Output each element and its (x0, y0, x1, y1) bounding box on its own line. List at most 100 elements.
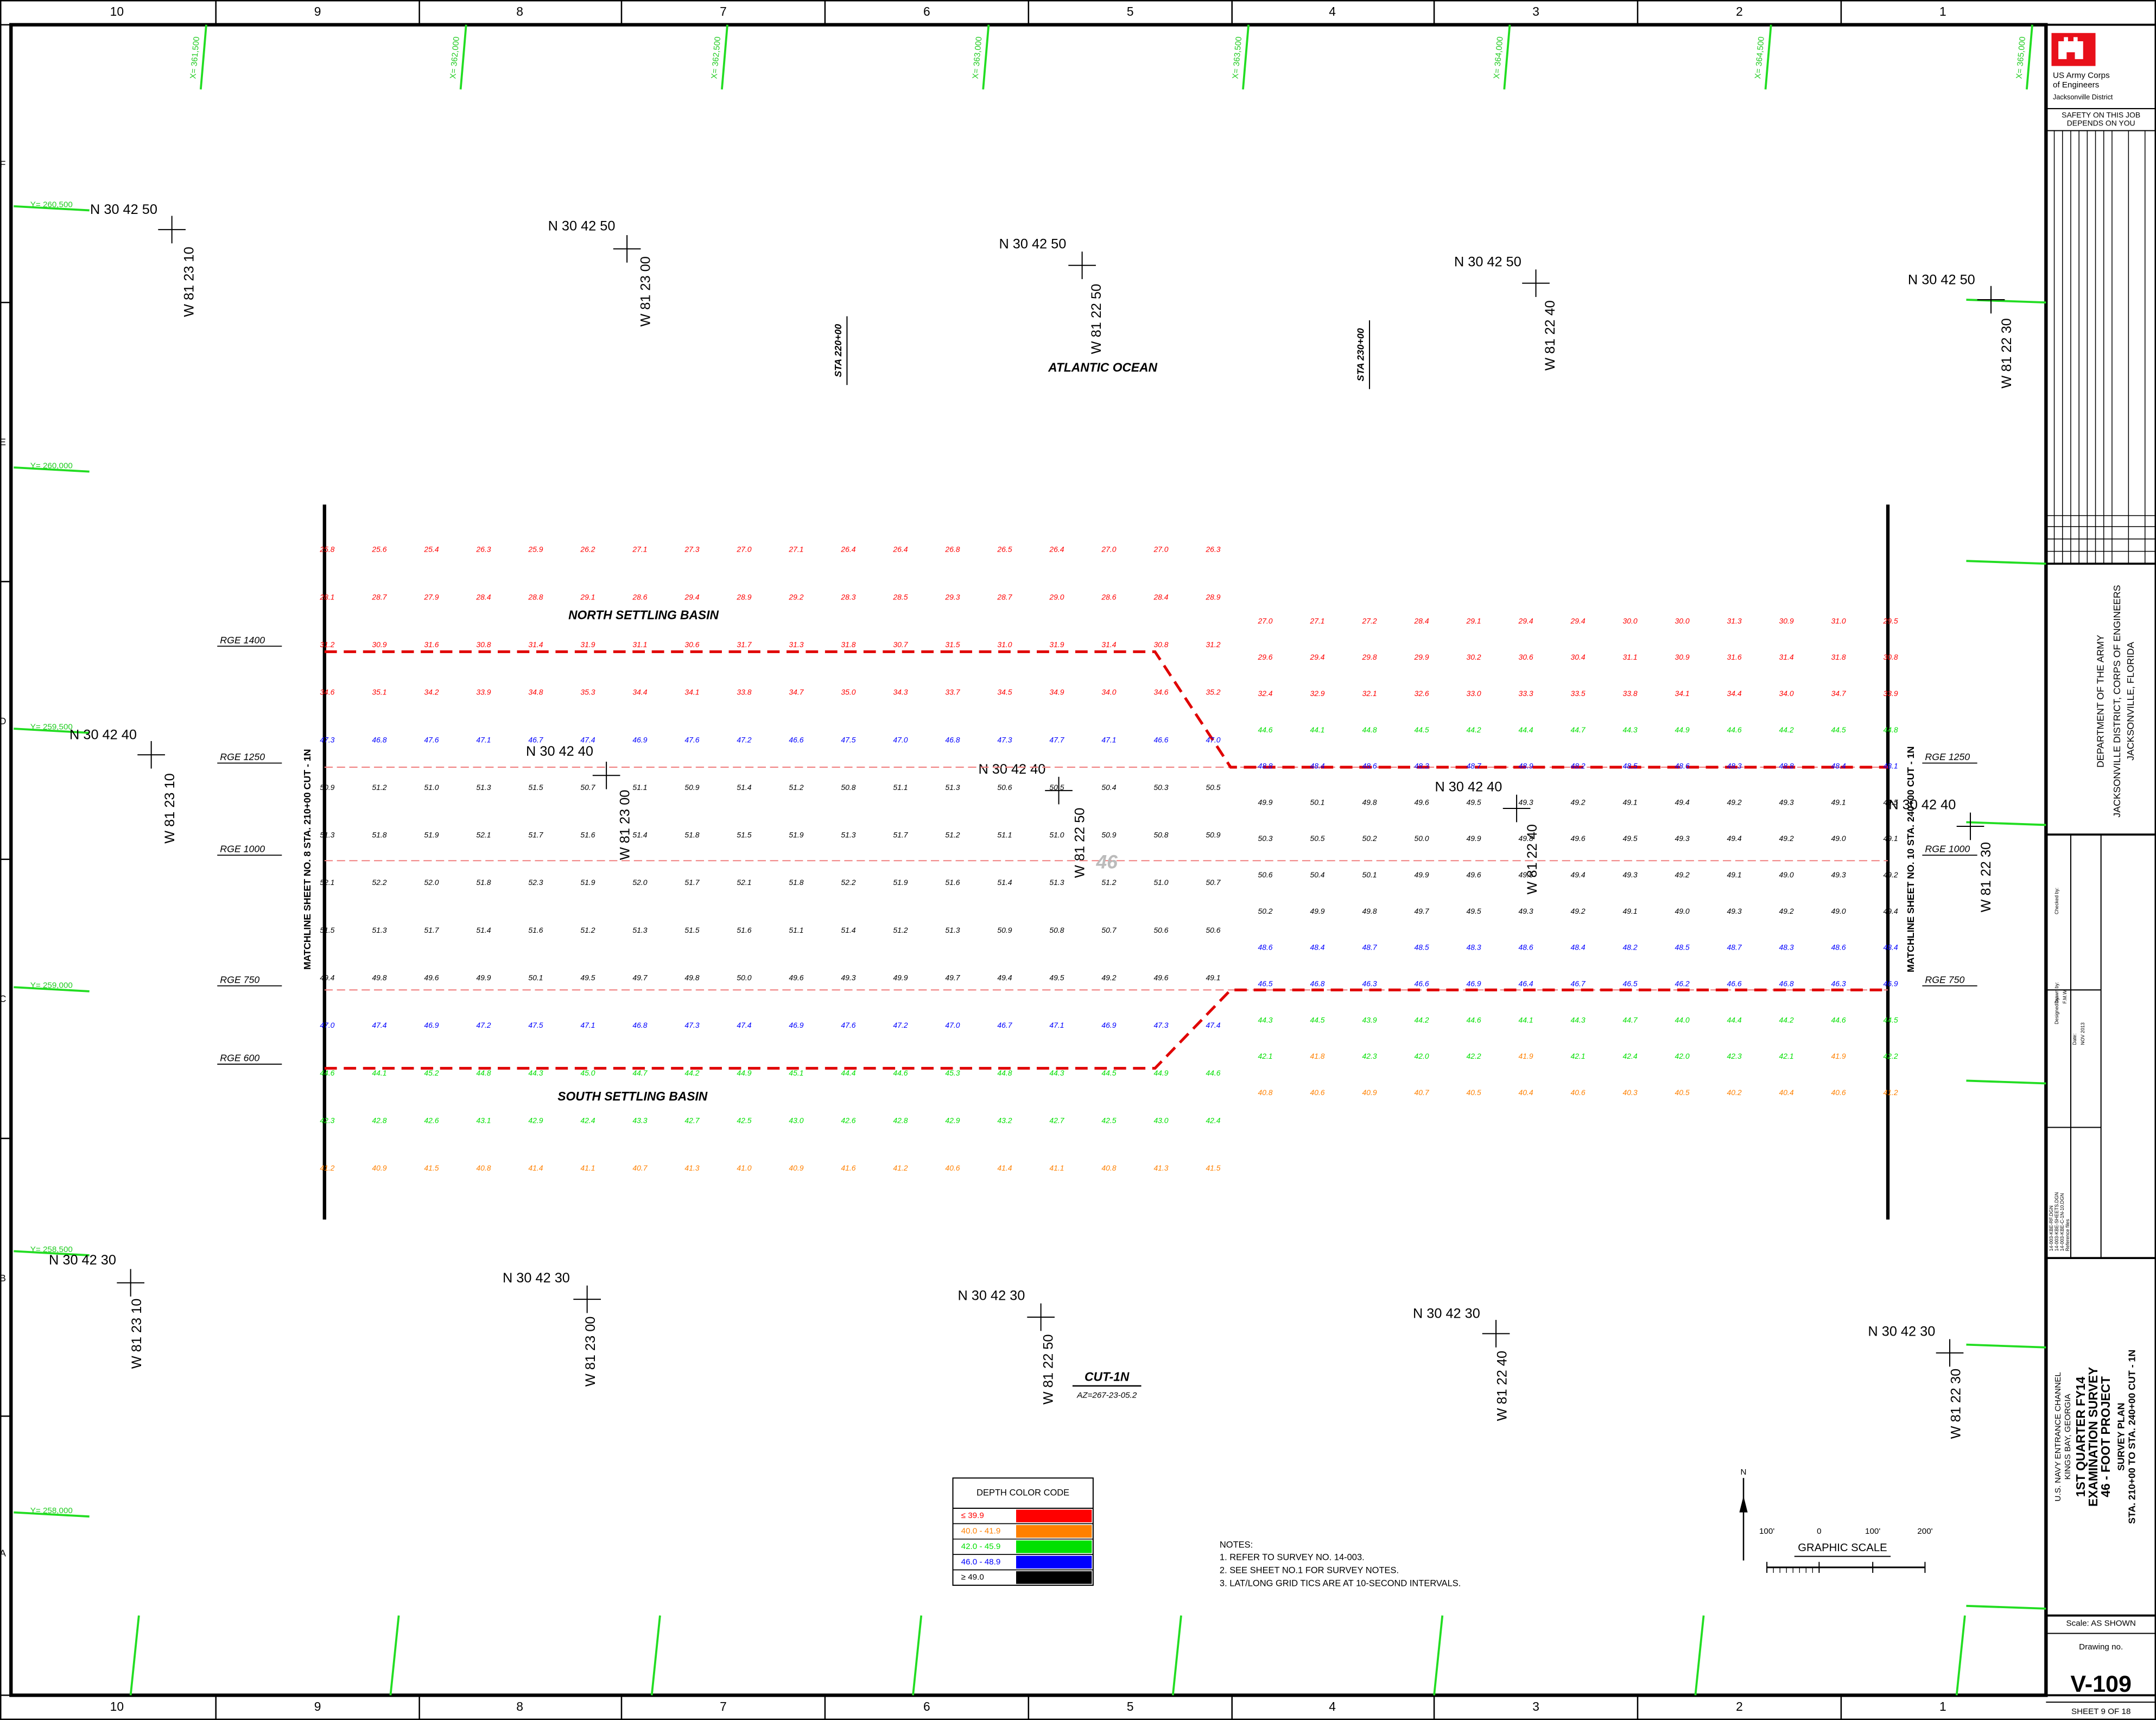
grid-tic (2025, 24, 2033, 90)
sounding: 29.9 (1413, 653, 1429, 661)
sounding: 45.1 (789, 1068, 803, 1077)
sounding: 26.4 (1049, 545, 1064, 554)
longitude-label: W 81 22 40 (1494, 1351, 1510, 1421)
sounding: 51.2 (580, 926, 595, 934)
sounding: 50.6 (1258, 870, 1272, 879)
sounding: 51.8 (789, 878, 803, 887)
person-field: F.M.W. (2062, 989, 2068, 1004)
sounding: 47.4 (580, 735, 595, 744)
sounding: 43.1 (476, 1116, 491, 1125)
sounding: 34.1 (1675, 689, 1690, 698)
drawing-label: Drawing no. (2079, 1642, 2123, 1652)
sounding: 47.0 (893, 735, 908, 744)
sounding: 31.3 (1727, 616, 1742, 625)
sounding: 34.7 (1831, 689, 1847, 698)
sounding: 48.3 (1779, 943, 1794, 952)
sounding: 49.8 (1362, 907, 1377, 915)
column-number: 6 (923, 1699, 930, 1713)
person-field: Designed by: (2054, 996, 2059, 1025)
sounding: 33.9 (476, 688, 491, 697)
sounding: 25.6 (371, 545, 386, 554)
grid-tic (459, 24, 467, 90)
sounding: 44.4 (841, 1068, 855, 1077)
sounding: 44.8 (1884, 725, 1898, 734)
sounding: 49.8 (372, 973, 386, 982)
sounding: 51.3 (841, 831, 855, 839)
sounding: 50.9 (684, 783, 699, 792)
grid-tic (1966, 1604, 2046, 1610)
person-field: Drawn by: (2054, 982, 2059, 1004)
sounding: 40.7 (632, 1163, 648, 1172)
grid-tic (199, 24, 207, 90)
sounding: 46.8 (632, 1021, 647, 1029)
latitude-label: N 30 42 50 (90, 202, 157, 217)
sounding: 40.6 (1831, 1088, 1846, 1097)
sounding: 49.4 (1727, 834, 1742, 843)
sounding: 49.4 (1571, 870, 1586, 879)
sounding: 29.8 (1361, 653, 1377, 661)
sounding: 48.4 (1310, 762, 1324, 770)
sounding: 46.9 (424, 1021, 439, 1029)
agency: US Army Corps (2053, 71, 2110, 80)
sounding: 30.2 (1466, 653, 1481, 661)
range-label: RGE 600 (220, 1053, 259, 1064)
grid-tic (1966, 821, 2046, 826)
sounding: 26.3 (475, 545, 491, 554)
sounding: 51.3 (320, 831, 334, 839)
latitude-label: N 30 42 50 (999, 236, 1066, 251)
grid-y-label: Y= 259,500 (30, 723, 73, 732)
legend-swatch (1016, 1540, 1092, 1553)
sounding: 44.0 (1675, 1015, 1690, 1024)
note: 2. SEE SHEET NO.1 FOR SURVEY NOTES. (1220, 1566, 1399, 1576)
sounding: 51.5 (737, 831, 751, 839)
sounding: 48.7 (1466, 762, 1481, 770)
sounding: 47.4 (1206, 1021, 1220, 1029)
sounding: 31.4 (1779, 653, 1794, 661)
sounding: 29.0 (1049, 592, 1064, 601)
column-number: 8 (516, 1699, 523, 1713)
sounding: 46.9 (1466, 979, 1481, 988)
sounding: 51.2 (1101, 878, 1116, 887)
column-number: 4 (1329, 1699, 1336, 1713)
sounding: 49.9 (1466, 834, 1481, 843)
latitude-label: N 30 42 50 (1454, 254, 1521, 269)
sounding: 27.0 (736, 545, 751, 554)
column-number: 10 (110, 1699, 124, 1713)
sounding: 35.1 (372, 688, 386, 697)
sounding: 49.3 (1831, 870, 1846, 879)
grid-tic (1966, 560, 2046, 565)
longitude-label: W 81 22 50 (1089, 284, 1104, 354)
sounding: 30.8 (476, 640, 491, 649)
sounding: 44.9 (1153, 1068, 1168, 1077)
sounding: 46.6 (1414, 979, 1429, 988)
basin-limit (324, 988, 1888, 1070)
sounding: 42.8 (893, 1116, 908, 1125)
sounding: 42.8 (372, 1116, 386, 1125)
sounding: 49.0 (1779, 870, 1794, 879)
sounding: 44.2 (1414, 1015, 1429, 1024)
sounding: 31.6 (424, 640, 439, 649)
sounding: 47.0 (1206, 735, 1220, 744)
sounding: 49.2 (1571, 907, 1586, 915)
sounding: 30.0 (1675, 616, 1690, 625)
sounding: 44.2 (684, 1068, 699, 1077)
sounding: 51.1 (789, 926, 803, 934)
grid-tic (129, 1615, 140, 1696)
sounding: 30.8 (1153, 640, 1168, 649)
sounding: 48.3 (1727, 762, 1742, 770)
sounding: 49.9 (893, 973, 908, 982)
sounding: 51.8 (684, 831, 699, 839)
sounding: 28.9 (1205, 592, 1220, 601)
note: 3. LAT/LONG GRID TICS ARE AT 10-SECOND I… (1220, 1579, 1461, 1589)
north-arrowhead (1739, 1496, 1748, 1513)
grid-y-label: Y= 258,000 (30, 1506, 73, 1515)
sounding: 51.3 (632, 926, 647, 934)
sounding: 30.8 (1884, 653, 1898, 661)
sounding: 51.7 (684, 878, 700, 887)
sounding: 40.2 (1727, 1088, 1742, 1097)
sounding: 31.1 (1623, 653, 1638, 661)
sounding: 50.2 (1362, 834, 1377, 843)
sounding: 31.9 (1049, 640, 1064, 649)
sounding: 49.3 (1518, 907, 1533, 915)
sounding: 41.3 (1153, 1163, 1168, 1172)
